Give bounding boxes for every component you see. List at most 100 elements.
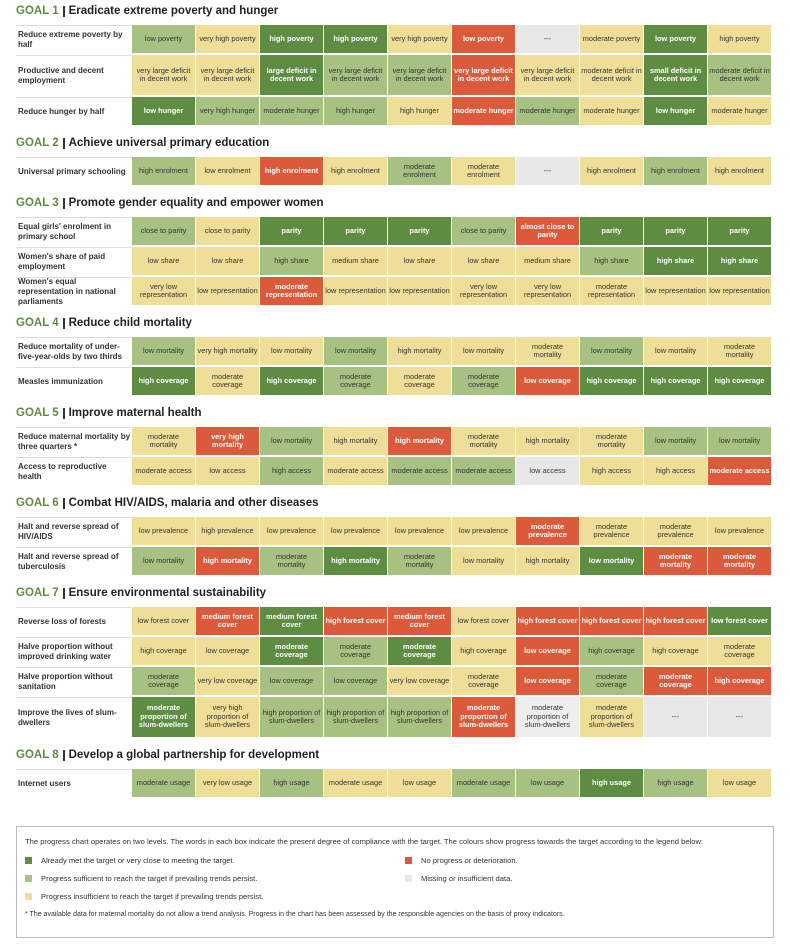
target-label: Reduce mortality of under-five-year-olds… [16, 337, 131, 365]
target-row: Halve proportion without improved drinki… [16, 637, 776, 665]
target-label: Halve proportion without sanitation [16, 667, 131, 695]
status-cell: low prevalence [132, 517, 195, 545]
status-cell: very large deficit in decent work [452, 55, 515, 95]
status-cell: moderate proportion of slum-dwellers [580, 697, 643, 737]
target-row: Halt and reverse spread of HIV/AIDS low p… [16, 517, 776, 545]
status-cell: low mortality [260, 427, 323, 455]
status-cell: low poverty [132, 25, 195, 53]
status-cell: moderate hunger [580, 97, 643, 125]
legend-swatch [25, 893, 32, 900]
status-cell: moderate representation [580, 277, 643, 305]
status-cell: low prevalence [708, 517, 771, 545]
status-cell: moderate coverage [580, 667, 643, 695]
status-cell: low mortality [452, 547, 515, 575]
status-cell: medium forest cover [388, 607, 451, 635]
status-cell: moderate coverage [708, 637, 771, 665]
target-row: Reverse loss of forests low forest cover m… [16, 607, 776, 635]
status-cell: high usage [260, 769, 323, 797]
status-cell: very low representation [452, 277, 515, 305]
goal-label: GOAL 6 [16, 497, 65, 509]
target-label: Women's share of paid employment [16, 247, 131, 275]
target-label: Reverse loss of forests [16, 607, 131, 635]
legend-swatch [25, 857, 32, 864]
target-label: Access to reproductive health [16, 457, 131, 485]
target-label: Measles immunization [16, 367, 131, 395]
status-cell: low coverage [516, 637, 579, 665]
status-cell: moderate access [708, 457, 771, 485]
legend-item: Missing or insufficient data. [405, 874, 765, 883]
status-cell: moderate prevalence [516, 517, 579, 545]
status-cell: close to parity [196, 217, 259, 245]
goal-label: GOAL 8 [16, 749, 65, 761]
status-cell: moderate coverage [388, 367, 451, 395]
status-cell: low mortality [132, 337, 195, 365]
status-cell: high enrolment [132, 157, 195, 185]
legend-swatch [405, 875, 412, 882]
status-cell: high enrolment [644, 157, 707, 185]
status-cell: high share [580, 247, 643, 275]
status-cell: moderate mortality [260, 547, 323, 575]
legend-text: Progress sufficient to reach the target … [41, 874, 258, 883]
status-cell: very high poverty [388, 25, 451, 53]
target-label: Halve proportion without improved drinki… [16, 637, 131, 665]
status-cell: medium forest cover [196, 607, 259, 635]
status-cell: small deficit in decent work [644, 55, 707, 95]
goal-title: Eradicate extreme poverty and hunger [68, 5, 279, 17]
goal-section: GOAL 2 Achieve universal primary educatio… [16, 136, 776, 185]
target-row: Women's share of paid employment low shar… [16, 247, 776, 275]
status-cell: moderate deficit in decent work [708, 55, 771, 95]
status-cell: moderate coverage [324, 637, 387, 665]
status-cell: high coverage [132, 367, 195, 395]
status-cell: high proportion of slum-dwellers [260, 697, 323, 737]
status-cell: low forest cover [132, 607, 195, 635]
status-cell: large deficit in decent work [260, 55, 323, 95]
target-row: Halve proportion without sanitation moder… [16, 667, 776, 695]
status-cell: very high mortality [196, 337, 259, 365]
target-row: Reduce maternal mortality by three quart… [16, 427, 776, 455]
status-cell: moderate enrolment [388, 157, 451, 185]
goal-title: Reduce child mortality [68, 317, 192, 329]
goal-heading: GOAL 7 Ensure environmental sustainabilit… [16, 586, 776, 600]
status-cell: moderate coverage [644, 667, 707, 695]
goal-heading: GOAL 2 Achieve universal primary educatio… [16, 136, 776, 150]
legend-item: Already met the target or very close to … [25, 856, 405, 865]
status-cell: moderate mortality [708, 547, 771, 575]
status-cell: high forest cover [644, 607, 707, 635]
status-cell: high forest cover [580, 607, 643, 635]
status-cell: high enrolment [324, 157, 387, 185]
status-cell: low representation [324, 277, 387, 305]
goal-heading: GOAL 8 Develop a global partnership for d… [16, 748, 776, 762]
status-cell: high usage [644, 769, 707, 797]
status-cell: very low coverage [196, 667, 259, 695]
status-cell: --- [644, 697, 707, 737]
status-cell: moderate access [132, 457, 195, 485]
status-cell: high mortality [324, 427, 387, 455]
goal-section: GOAL 5 Improve maternal health Reduce mate… [16, 406, 776, 485]
target-label: Women's equal representation in national… [16, 277, 131, 306]
legend-swatch [25, 875, 32, 882]
status-cell: high access [260, 457, 323, 485]
target-row: Internet users moderate usage very low usa… [16, 769, 776, 797]
status-cell: low coverage [196, 637, 259, 665]
status-cell: low representation [388, 277, 451, 305]
goal-label: GOAL 5 [16, 407, 65, 419]
status-cell: high coverage [260, 367, 323, 395]
status-cell: very low representation [516, 277, 579, 305]
status-cell: moderate mortality [452, 427, 515, 455]
status-cell: low mortality [708, 427, 771, 455]
goal-title: Develop a global partnership for develop… [68, 749, 320, 761]
target-label: Reduce hunger by half [16, 97, 131, 125]
status-cell: low coverage [516, 367, 579, 395]
status-cell: moderate coverage [196, 367, 259, 395]
status-cell: high share [260, 247, 323, 275]
target-row: Reduce extreme poverty by half low povert… [16, 25, 776, 53]
status-cell: high coverage [580, 367, 643, 395]
status-cell: moderate deficit in decent work [580, 55, 643, 95]
status-cell: high forest cover [324, 607, 387, 635]
status-cell: low mortality [644, 337, 707, 365]
status-cell: low prevalence [260, 517, 323, 545]
status-cell: moderate hunger [516, 97, 579, 125]
goal-section: GOAL 4 Reduce child mortality Reduce morta… [16, 316, 776, 395]
goal-heading: GOAL 4 Reduce child mortality [16, 316, 776, 330]
